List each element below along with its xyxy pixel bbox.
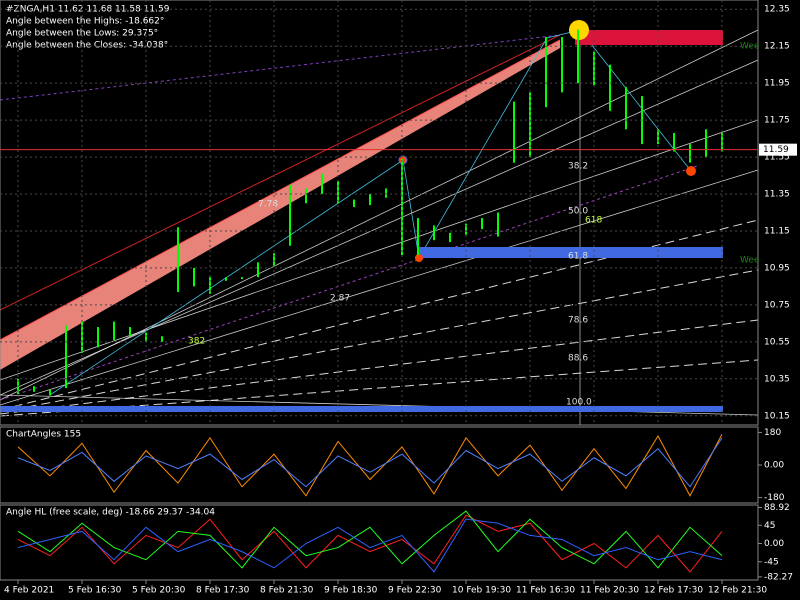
angle-info: Angle between the Highs: -18.662° [6,17,164,27]
x-tick-label: 11 Feb 20:30 [580,586,639,596]
x-tick-label: 5 Feb 20:30 [132,586,186,596]
trendline [0,119,759,381]
x-tick-label: 9 Feb 18:30 [324,586,378,596]
last-price-box [759,143,797,156]
y-tick-label: 10.35 [764,374,790,384]
indicator-line [17,518,723,573]
support-zone [419,247,723,258]
zigzag [49,29,692,396]
x-tick-label: 12 Feb 21:30 [708,586,767,596]
indicator-line [17,437,723,488]
y-tick-label: -82.27 [764,572,793,582]
angle-info: Angle between the Closes: -34.038° [6,41,168,51]
y-tick-label: 11.55 [764,153,790,163]
x-tick-label: 10 Feb 19:30 [452,586,511,596]
y-tick-label: 11.95 [764,79,790,89]
last-price-label: 11.59 [763,145,789,155]
annotation: 2.87 [330,294,350,304]
y-tick-label: 12.15 [764,42,790,52]
y-tick-label: 0.00 [764,539,784,549]
y-tick-label: 88.92 [764,503,790,513]
base-zone [0,406,723,412]
symbol-header: #ZNGA,H1 11.62 11.68 11.58 11.59 [6,5,170,15]
main-frame [0,0,759,426]
trendline [0,29,759,401]
fan-edge [0,39,561,341]
marker [415,254,423,262]
fan-band [0,40,560,370]
y-tick-label: 11.35 [764,190,790,200]
annotation: Wee [740,256,760,266]
fib-fan [0,269,759,413]
annotation: 50.0 [568,207,588,217]
y-tick-label: 10.15 [764,411,790,421]
annotation: 88.6 [568,354,588,364]
y-tick-label: 11.75 [764,116,790,126]
y-tick-label: 10.95 [764,263,790,273]
x-tick-label: 8 Feb 17:30 [196,586,250,596]
y-tick-label: 12.35 [764,5,790,15]
annotation: 100.0 [566,398,592,408]
y-tick-label: 11.15 [764,226,790,236]
indicator-title: Angle HL (free scale, deg) -18.66 29.37 … [6,508,215,518]
annotation: Wee [740,42,760,52]
y-tick-label: 10.75 [764,300,790,310]
x-tick-label: 9 Feb 22:30 [388,586,442,596]
y-tick-label: 0.00 [764,461,784,471]
y-tick-label: -180 [764,493,785,503]
annotation: 78.6 [568,316,588,326]
annotation: 61.8 [568,252,588,262]
angle-info: Angle between the Lows: 29.375° [6,29,158,39]
x-tick-label: 5 Feb 16:30 [68,586,122,596]
annotation: 38.2 [568,162,588,172]
marker [686,166,696,176]
annotation: 618 [585,216,602,226]
y-tick-label: 180 [764,428,781,438]
x-tick-label: 4 Feb 2021 [4,586,54,596]
y-tick-label: 45 [764,521,775,531]
trendline [0,169,759,406]
annotation: 7.78 [258,200,278,210]
trendline [0,34,561,311]
annotation: 382 [188,337,205,347]
indicator-title: ChartAngles 155 [6,430,81,440]
y-tick-label: -45 [764,557,779,567]
resistance-zone [575,30,723,45]
x-tick-label: 8 Feb 21:30 [260,586,314,596]
x-tick-label: 12 Feb 17:30 [644,586,703,596]
trendline [0,59,759,396]
sub2-frame [0,504,759,581]
indicator-line [17,514,723,573]
x-tick-label: 11 Feb 16:30 [516,586,575,596]
y-tick-label: 10.55 [764,337,790,347]
